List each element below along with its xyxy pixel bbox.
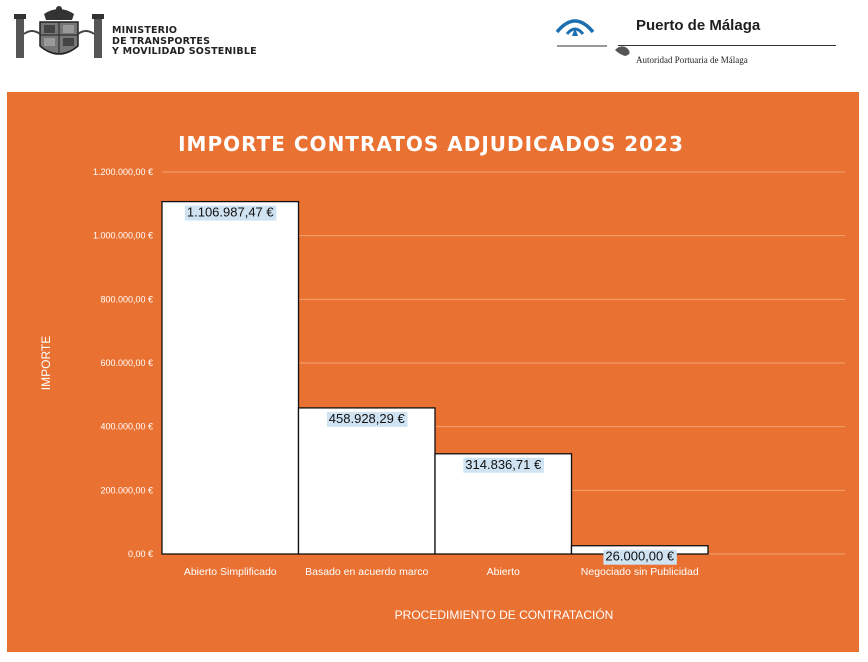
y-tick-label: 0,00 €: [128, 549, 153, 559]
data-label: 1.106.987,47 €: [187, 205, 275, 220]
data-label-background: [603, 549, 677, 565]
ministry-line: DE TRANSPORTES: [112, 35, 211, 47]
data-label-background: [326, 411, 408, 427]
bar: [297, 407, 436, 555]
ministry-line: MINISTERIO: [112, 25, 178, 36]
y-axis-title: IMPORTE: [39, 336, 53, 390]
bar-chart: IMPORTE CONTRATOS ADJUDICADOS 2023 0,00 …: [39, 132, 845, 622]
chart-panel: IMPORTE CONTRATOS ADJUDICADOS 2023 0,00 …: [7, 92, 859, 652]
x-axis-categories: Abierto Simplificado Basado en acuerdo ma…: [184, 566, 699, 578]
y-tick-label: 1.200.000,00 €: [93, 167, 153, 177]
bars: [161, 200, 709, 555]
coat-of-arms-icon: [14, 6, 104, 58]
page-header: MINISTERIO DE TRANSPORTES Y MOVILIDAD SO…: [0, 0, 868, 88]
bar: [161, 200, 300, 555]
x-category-label: Negociado sin Publicidad: [581, 566, 699, 578]
port-subtitle: Autoridad Portuaria de Málaga: [636, 55, 748, 65]
y-tick-label: 400.000,00 €: [100, 422, 153, 432]
y-axis-ticks: 0,00 € 200.000,00 € 400.000,00 € 600.000,00…: [93, 167, 153, 559]
y-tick-label: 200.000,00 €: [100, 485, 153, 495]
x-axis-title: PROCEDIMIENTO DE CONTRATACIÓN: [395, 607, 614, 622]
y-tick-label: 1.000.000,00 €: [93, 231, 153, 241]
data-label: 458.928,29 €: [329, 411, 406, 426]
divider: [618, 45, 836, 46]
ministry-line: Y MOVILIDAD SOSTENIBLE: [112, 46, 257, 57]
ministry-name: MINISTERIO DE TRANSPORTES Y MOVILIDAD SO…: [112, 25, 257, 58]
data-label: 26.000,00 €: [605, 549, 674, 564]
data-label: 314.836,71 €: [465, 457, 542, 472]
port-name: Puerto de Málaga: [636, 17, 761, 34]
y-tick-label: 800.000,00 €: [100, 294, 153, 304]
data-label-background: [463, 457, 544, 473]
chart-title: IMPORTE CONTRATOS ADJUDICADOS 2023: [178, 132, 684, 156]
y-tick-label: 600.000,00 €: [100, 358, 153, 368]
x-category-label: Basado en acuerdo marco: [305, 566, 428, 578]
x-category-label: Abierto: [487, 566, 520, 578]
bar: [434, 453, 573, 555]
data-label-background: [184, 205, 277, 221]
x-category-label: Abierto Simplificado: [184, 566, 277, 578]
port-logo-icon: [555, 19, 630, 56]
data-labels: 1.106.987,47 € 458.928,29 € 314.836,71 € 26…: [184, 205, 677, 565]
